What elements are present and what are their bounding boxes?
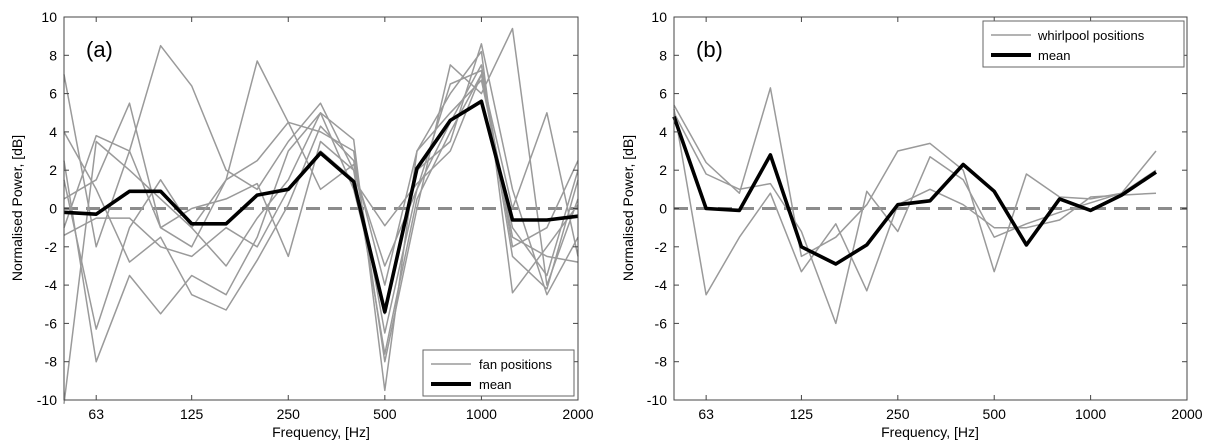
panel-b-legend: whirlpool positions mean [982, 20, 1185, 68]
panel-a-label: (a) [86, 37, 113, 62]
panel-a-ylabel: Normalised Power, [dB] [9, 135, 25, 281]
panel-b-xlabel: Frequency, [Hz] [881, 424, 979, 440]
panel-a-ytick-label: 10 [41, 9, 57, 25]
panel-b-legend-box [982, 20, 1185, 68]
panel-b-ytick-label: 2 [659, 162, 667, 178]
panel-b-xtick-label: 63 [698, 406, 714, 422]
panel-a-xlabel: Frequency, [Hz] [272, 424, 370, 440]
panel-b-xtick-label: 2000 [1171, 406, 1202, 422]
panel-a: -10 -8 -6 -4 -2 0 2 4 6 8 10 63 125 250 500 1000 2000 (a… [9, 9, 594, 440]
panel-b-ylabel: Normalised Power, [dB] [620, 135, 636, 281]
panel-a-xtick-label: 125 [180, 406, 204, 422]
panel-a-ytick-label: -2 [45, 239, 58, 255]
panel-a-xtick-label: 500 [373, 406, 397, 422]
panel-a-series-position-1-line [63, 27, 579, 363]
panel-b-legend-entry-whirlpool: whirlpool positions [1037, 28, 1145, 43]
panel-b-series-mean-line [672, 116, 1158, 266]
panel-a-series-position-4-line [63, 50, 579, 392]
panel-a-lines [63, 27, 579, 404]
panel-a-ytick-label: 4 [49, 124, 57, 140]
panel-a-ytick-label: 2 [49, 162, 57, 178]
panel-b-series-position-1-line [673, 108, 1157, 296]
panel-b-ytick-label: 10 [651, 9, 667, 25]
panel-b-ytick-label: -2 [655, 239, 668, 255]
panel-b-ticks: -10 -8 -6 -4 -2 0 2 4 6 8 10 63 125 250 500 1000 2000 [647, 9, 1203, 422]
panel-a-series-position-5-line [63, 73, 579, 355]
panel-b-ytick-label: -6 [655, 315, 668, 331]
panel-a-legend-box [422, 349, 575, 397]
panel-b-xtick-label: 250 [886, 406, 910, 422]
panel-b-ytick-label: -8 [655, 354, 668, 370]
panel-b-xtick-label: 125 [790, 406, 814, 422]
panel-b-series-position-2-line [673, 112, 1157, 325]
panel-b-lines [672, 87, 1187, 325]
panel-b-ytick-label: 6 [659, 86, 667, 102]
panel-b-ytick-label: -10 [647, 392, 667, 408]
panel-a-xtick-label: 2000 [562, 406, 593, 422]
panel-a-series-position-7-line [63, 73, 579, 263]
panel-b-xtick-label: 1000 [1075, 406, 1106, 422]
panel-a-xtick-label: 250 [277, 406, 301, 422]
panel-b-ytick-label: 0 [659, 201, 667, 217]
panel-b-ytick-label: 8 [659, 47, 667, 63]
panel-a-ytick-label: 0 [49, 201, 57, 217]
panel-b-label: (b) [696, 37, 723, 62]
panel-a-legend-entry-fan: fan positions [479, 357, 552, 372]
panel-a-ticks: -10 -8 -6 -4 -2 0 2 4 6 8 10 63 125 250 500 1000 2000 [37, 9, 594, 422]
panel-a-xtick-label: 63 [88, 406, 104, 422]
panel-b-ytick-label: 4 [659, 124, 667, 140]
panel-a-legend-entry-mean: mean [479, 377, 512, 392]
panel-b-xtick-label: 500 [983, 406, 1007, 422]
panel-a-ytick-label: -8 [45, 354, 58, 370]
panel-a-ytick-label: -6 [45, 315, 58, 331]
panel-a-ytick-label: 6 [49, 86, 57, 102]
panel-b-series-position-0-line [673, 87, 1157, 273]
panel-a-ytick-label: -10 [37, 392, 57, 408]
panel-a-ytick-label: 8 [49, 47, 57, 63]
panel-b-ytick-label: -4 [655, 277, 668, 293]
panel-a-legend: fan positions mean [422, 349, 575, 397]
panel-b-legend-entry-mean: mean [1038, 48, 1071, 63]
panel-a-xtick-label: 1000 [466, 406, 497, 422]
panel-a-series-mean-line [63, 99, 579, 314]
panel-b: -10 -8 -6 -4 -2 0 2 4 6 8 10 63 125 250 500 1000 2000 (b… [620, 9, 1203, 440]
panel-a-ytick-label: -4 [45, 277, 58, 293]
